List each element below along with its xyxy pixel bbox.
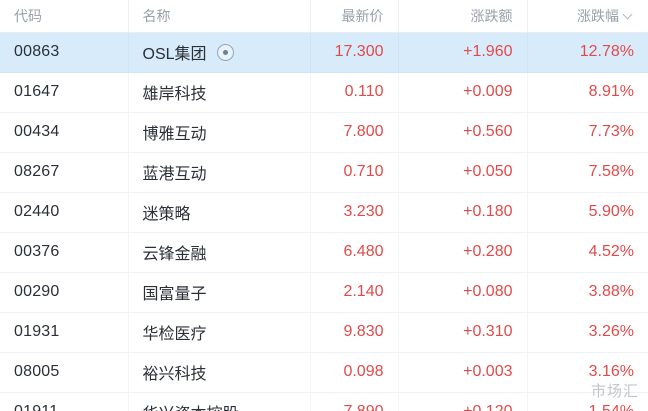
target-icon[interactable] <box>216 43 234 61</box>
cell-code: 00434 <box>0 112 129 153</box>
cell-price: 6.480 <box>310 232 399 273</box>
table-row[interactable]: 00290 国富量子 2.140 +0.080 3.88% <box>0 272 648 313</box>
cell-change: +0.280 <box>398 232 528 273</box>
table-row[interactable]: 01647 雄岸科技 0.110 +0.009 8.91% <box>0 72 648 113</box>
cell-change: +0.120 <box>398 392 528 411</box>
name-wrapper: OSL集团 <box>143 40 296 64</box>
table-row[interactable]: 01931 华检医疗 9.830 +0.310 3.26% <box>0 312 648 353</box>
cell-price: 2.140 <box>310 272 399 313</box>
cell-name: 裕兴科技 <box>128 352 311 393</box>
table-body: 00863 OSL集团 17.300 +1.960 12.78% 01647 雄岸科技 0.1… <box>0 32 648 411</box>
cell-change: +0.080 <box>398 272 528 313</box>
table-header-row: 代码 名称 最新价 涨跌额 涨跌幅 <box>0 0 648 33</box>
cell-code: 08267 <box>0 152 129 193</box>
cell-name: 华检医疗 <box>128 312 311 353</box>
cell-change: +0.050 <box>398 152 528 193</box>
name-wrapper: 云锋金融 <box>143 240 296 264</box>
table-row[interactable]: 02440 迷策略 3.230 +0.180 5.90% <box>0 192 648 233</box>
cell-change-percent: 1.54% <box>527 392 648 411</box>
column-header-code[interactable]: 代码 <box>0 0 129 33</box>
cell-name-label: 华兴资本控股 <box>143 400 239 411</box>
cell-code: 00290 <box>0 272 129 313</box>
cell-code: 01931 <box>0 312 129 353</box>
table-row[interactable]: 01911 华兴资本控股 7.890+0.1201.54% <box>0 392 648 411</box>
cell-name: 雄岸科技 <box>128 72 311 113</box>
cell-change-percent: 4.52% <box>527 232 648 273</box>
sort-control-pct[interactable]: 涨跌幅 <box>542 6 635 26</box>
cell-price: 7.890 <box>310 392 399 411</box>
column-header-name[interactable]: 名称 <box>128 0 311 33</box>
name-wrapper: 雄岸科技 <box>143 80 296 104</box>
cell-name-label: 博雅互动 <box>142 126 207 143</box>
cell-name-label: 华检医疗 <box>142 326 207 343</box>
column-header-code-label: 代码 <box>14 7 42 24</box>
column-header-price[interactable]: 最新价 <box>310 0 399 33</box>
cell-price: 0.098 <box>310 352 399 393</box>
cell-name-label: 裕兴科技 <box>142 366 207 383</box>
cell-price: 3.230 <box>310 192 399 233</box>
cell-change-percent: 3.16% <box>527 352 648 393</box>
table-row[interactable]: 08005 裕兴科技 0.098 +0.003 3.16% <box>0 352 648 393</box>
cell-name-label: 雄岸科技 <box>142 86 207 103</box>
name-wrapper: 华检医疗 <box>143 320 296 344</box>
name-wrapper: 蓝港互动 <box>143 160 296 184</box>
cell-change: +0.009 <box>398 72 528 113</box>
cell-change: +0.180 <box>398 192 528 233</box>
cell-name: 博雅互动 <box>128 112 311 153</box>
cell-change-percent: 3.88% <box>527 272 648 313</box>
cell-code: 01647 <box>0 72 129 113</box>
cell-price: 9.830 <box>310 312 399 353</box>
cell-name-label: 蓝港互动 <box>142 166 207 183</box>
cell-price: 17.300 <box>310 32 399 73</box>
cell-name: 蓝港互动 <box>128 152 311 193</box>
column-header-change[interactable]: 涨跌额 <box>398 0 528 33</box>
cell-name: 迷策略 <box>128 192 311 233</box>
cell-name: 华兴资本控股 <box>128 392 311 411</box>
cell-name: OSL集团 <box>128 32 311 73</box>
table-row[interactable]: 00434 博雅互动 7.800 +0.560 7.73% <box>0 112 648 153</box>
column-header-name-label: 名称 <box>142 7 171 24</box>
cell-code: 00863 <box>0 32 129 73</box>
name-wrapper: 迷策略 <box>143 200 296 224</box>
cell-change-percent: 8.91% <box>527 72 648 113</box>
table-row[interactable]: 00376 云锋金融 6.480 +0.280 4.52% <box>0 232 648 273</box>
cell-change: +0.003 <box>398 352 528 393</box>
cell-change-percent: 5.90% <box>527 192 648 233</box>
cell-change-percent: 7.58% <box>527 152 648 193</box>
cell-code: 02440 <box>0 192 129 233</box>
cell-change: +1.960 <box>398 32 528 73</box>
cell-code: 00376 <box>0 232 129 273</box>
cell-name-label: OSL集团 <box>142 46 207 63</box>
cell-name: 云锋金融 <box>128 232 311 273</box>
cell-change-percent: 3.26% <box>527 312 648 353</box>
name-wrapper: 国富量子 <box>143 280 296 304</box>
chevron-down-icon[interactable] <box>623 10 634 21</box>
cell-price: 7.800 <box>310 112 399 153</box>
name-wrapper: 华兴资本控股 <box>143 400 296 411</box>
cell-name-label: 云锋金融 <box>142 246 207 263</box>
table-header: 代码 名称 最新价 涨跌额 涨跌幅 <box>0 0 648 33</box>
cell-name-label: 国富量子 <box>142 286 207 303</box>
column-header-pct[interactable]: 涨跌幅 <box>527 0 648 33</box>
cell-price: 0.110 <box>310 72 399 113</box>
name-wrapper: 博雅互动 <box>143 120 296 144</box>
table-row[interactable]: 00863 OSL集团 17.300 +1.960 12.78% <box>0 32 648 73</box>
cell-code: 08005 <box>0 352 129 393</box>
cell-price: 0.710 <box>310 152 399 193</box>
column-header-change-label: 涨跌额 <box>470 7 513 24</box>
cell-change-percent: 7.73% <box>527 112 648 153</box>
column-header-pct-label: 涨跌幅 <box>577 7 619 24</box>
cell-change: +0.310 <box>398 312 528 353</box>
column-header-price-label: 最新价 <box>341 7 384 24</box>
name-wrapper: 裕兴科技 <box>143 360 296 384</box>
cell-change: +0.560 <box>398 112 528 153</box>
cell-name-label: 迷策略 <box>142 206 191 223</box>
cell-name: 国富量子 <box>128 272 311 313</box>
cell-code: 01911 <box>0 392 129 411</box>
table-row[interactable]: 08267 蓝港互动 0.710 +0.050 7.58% <box>0 152 648 193</box>
cell-change-percent: 12.78% <box>527 32 648 73</box>
